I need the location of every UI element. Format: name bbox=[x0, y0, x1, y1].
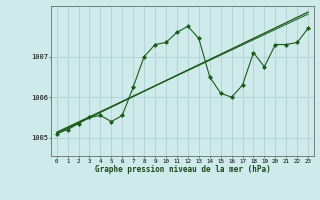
X-axis label: Graphe pression niveau de la mer (hPa): Graphe pression niveau de la mer (hPa) bbox=[94, 165, 270, 174]
